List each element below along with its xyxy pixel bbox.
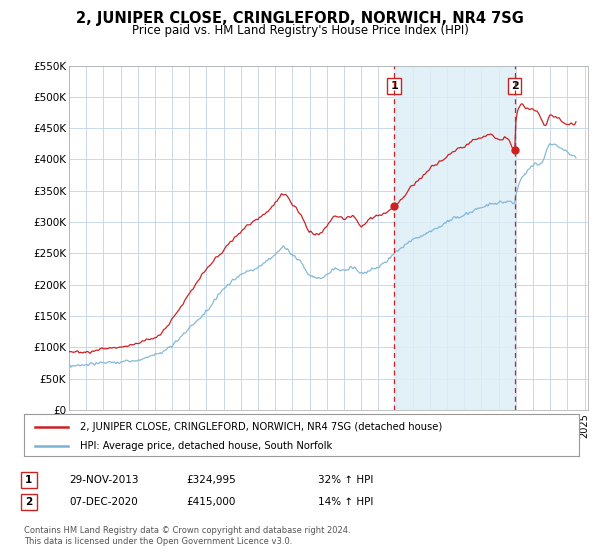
Text: £415,000: £415,000 <box>186 497 235 507</box>
Bar <box>394 66 515 410</box>
Text: £324,995: £324,995 <box>186 475 236 485</box>
Text: 1: 1 <box>390 81 398 91</box>
Text: 07-DEC-2020: 07-DEC-2020 <box>69 497 138 507</box>
Text: 2: 2 <box>25 497 32 507</box>
Text: 2, JUNIPER CLOSE, CRINGLEFORD, NORWICH, NR4 7SG: 2, JUNIPER CLOSE, CRINGLEFORD, NORWICH, … <box>76 11 524 26</box>
Text: Contains HM Land Registry data © Crown copyright and database right 2024.
This d: Contains HM Land Registry data © Crown c… <box>24 526 350 546</box>
Text: 1: 1 <box>25 475 32 485</box>
Text: 14% ↑ HPI: 14% ↑ HPI <box>318 497 373 507</box>
Text: 29-NOV-2013: 29-NOV-2013 <box>69 475 139 485</box>
Text: Price paid vs. HM Land Registry's House Price Index (HPI): Price paid vs. HM Land Registry's House … <box>131 24 469 36</box>
Text: 32% ↑ HPI: 32% ↑ HPI <box>318 475 373 485</box>
Text: 2, JUNIPER CLOSE, CRINGLEFORD, NORWICH, NR4 7SG (detached house): 2, JUNIPER CLOSE, CRINGLEFORD, NORWICH, … <box>79 422 442 432</box>
Text: HPI: Average price, detached house, South Norfolk: HPI: Average price, detached house, Sout… <box>79 441 332 451</box>
Text: 2: 2 <box>511 81 518 91</box>
